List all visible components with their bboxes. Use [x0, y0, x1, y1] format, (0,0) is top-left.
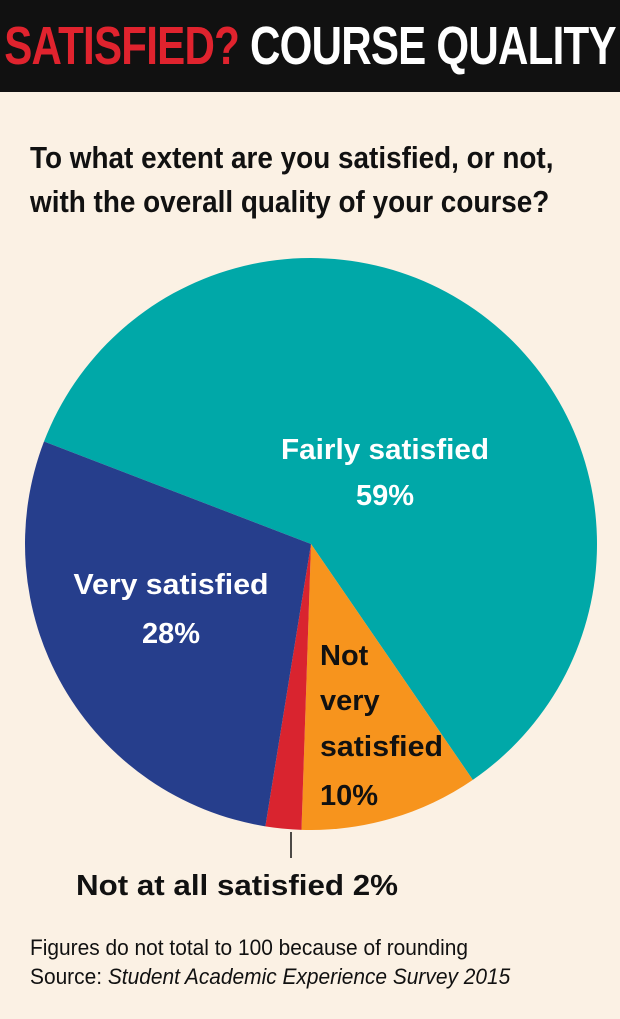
pie-slice-not-very-satisfied [301, 544, 473, 830]
header-accent-text: SATISFIED? [4, 16, 240, 76]
label-not-at-all-satisfied: Not at all satisfied 2% [76, 870, 398, 902]
label-not-very-line-1: Not [320, 640, 369, 672]
header-main-text: COURSE QUALITY [249, 16, 617, 76]
value-fairly-satisfied: 59% [356, 480, 414, 512]
survey-question: To what extent are you satisfied, or not… [30, 136, 600, 224]
source-line: Source: Student Academic Experience Surv… [30, 962, 581, 991]
header-title: SATISFIED? COURSE QUALITY [4, 15, 616, 77]
source-title: Student Academic Experience Survey 2015 [107, 964, 511, 989]
value-very-satisfied: 28% [142, 618, 200, 650]
header-banner: SATISFIED? COURSE QUALITY [0, 0, 620, 92]
label-not-very-line-3: satisfied [320, 731, 443, 763]
pie-slice-very-satisfied [24, 441, 312, 827]
value-not-very-satisfied: 10% [320, 780, 378, 812]
label-very-satisfied: Very satisfied [74, 569, 269, 601]
label-fairly-satisfied: Fairly satisfied [281, 434, 489, 466]
pie-slice-fairly-satisfied [43, 257, 598, 780]
pie-slice-not-at-all-satisfied [265, 544, 311, 830]
pie-slices [24, 257, 598, 830]
source-prefix: Source: [30, 964, 108, 989]
rounding-note: Figures do not total to 100 because of r… [30, 935, 469, 960]
question-line-2: with the overall quality of your course? [30, 184, 550, 219]
label-not-very-line-2: very [320, 685, 380, 717]
footnote: Figures do not total to 100 because of r… [30, 933, 610, 991]
question-line-1: To what extent are you satisfied, or not… [30, 140, 554, 175]
